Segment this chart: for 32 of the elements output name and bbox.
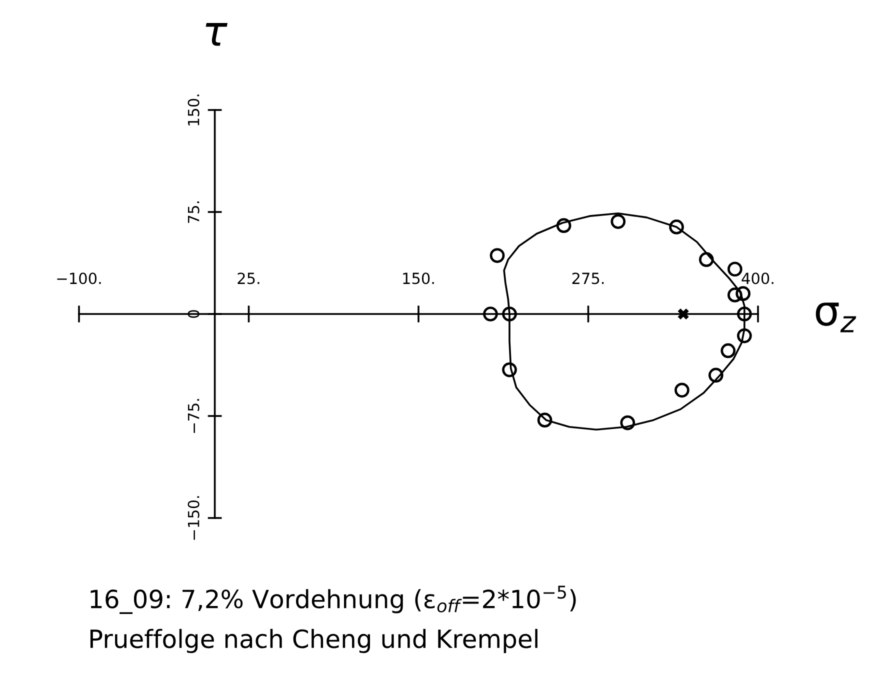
x-axis-title: σ$_{z}$ — [816, 302, 856, 332]
point — [537, 412, 552, 428]
x-tick-label: 150. — [403, 272, 434, 284]
point — [736, 306, 752, 322]
x-tick-label: −100. — [57, 272, 101, 284]
y-axis-title: τ — [206, 22, 228, 46]
point — [720, 343, 736, 358]
point — [620, 415, 636, 430]
point — [502, 362, 517, 378]
point — [736, 286, 750, 302]
point — [698, 252, 714, 268]
x-tick-label: 275. — [572, 272, 604, 284]
point — [674, 382, 690, 398]
text: 16_09: 7,2% Vordehnung (ε$_{off}$=2*10$^{−5}$) — [90, 586, 576, 614]
point — [556, 218, 572, 234]
point — [736, 328, 752, 344]
point — [669, 220, 684, 234]
y-tick-label: 75. — [188, 202, 200, 223]
point — [483, 306, 498, 322]
x-tick-label: 400. — [742, 272, 774, 284]
x-tick-label: 25. — [238, 272, 260, 284]
point — [727, 288, 742, 302]
y-tick-label: −75. — [188, 399, 200, 433]
y-tick-label: 150. — [188, 94, 200, 126]
point — [502, 306, 517, 322]
point — [610, 214, 626, 229]
point — [727, 262, 742, 277]
y-tick-label: −150. — [188, 496, 200, 540]
point — [678, 308, 689, 320]
point — [490, 248, 505, 263]
point — [708, 368, 724, 383]
text: Prueffolge nach Cheng und Krempel — [90, 628, 538, 654]
